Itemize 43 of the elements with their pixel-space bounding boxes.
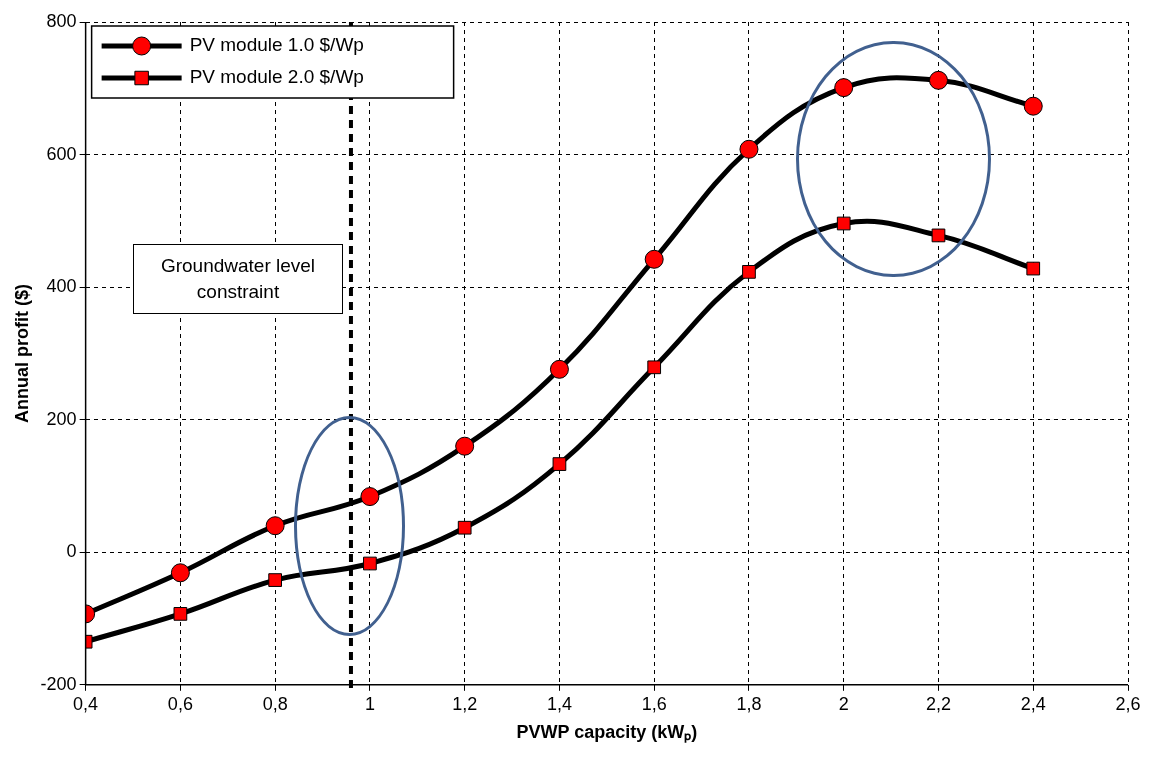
point — [268, 573, 283, 587]
point — [1026, 261, 1041, 276]
point — [549, 359, 569, 379]
point — [363, 556, 377, 571]
y-tick-label: 400 — [46, 276, 77, 297]
x-tick-label: 1,6 — [641, 693, 667, 714]
x-tick-label: 1,2 — [452, 693, 478, 714]
point — [265, 516, 285, 536]
point — [173, 607, 188, 621]
legend-label: PV module 1.0 $/Wp — [189, 34, 364, 56]
y-tick-label: 200 — [46, 408, 77, 429]
y-tick-label: 800 — [46, 10, 77, 31]
x-tick-label: 1 — [364, 693, 375, 714]
point — [931, 228, 946, 243]
x-tick-label: 0,8 — [262, 693, 288, 714]
point — [455, 436, 475, 456]
point — [170, 563, 190, 583]
note-box: Groundwater level constraint — [133, 244, 343, 314]
legend-label: PV module 2.0 $/Wp — [189, 66, 364, 88]
point — [644, 249, 664, 269]
x-tick-label: 2,4 — [1020, 693, 1046, 714]
point — [360, 487, 380, 507]
point — [552, 457, 567, 471]
y-tick-label: -200 — [40, 673, 77, 694]
point — [457, 520, 472, 535]
point — [739, 139, 759, 159]
x-tick-label: 0,6 — [167, 693, 193, 714]
point — [742, 265, 756, 279]
point — [928, 70, 948, 90]
point — [1023, 96, 1043, 116]
x-tick-label: 2,6 — [1115, 693, 1141, 714]
x-tick-label: 1,8 — [736, 693, 762, 714]
x-tick-label: 0,4 — [73, 693, 99, 714]
y-axis-title: Annual profit ($) — [11, 283, 32, 423]
y-tick-label: 600 — [46, 143, 77, 164]
x-tick-label: 2,2 — [925, 693, 951, 714]
point — [647, 360, 662, 375]
point — [834, 78, 854, 98]
x-axis-title: PVWP capacity (kWₚ) — [516, 722, 698, 744]
y-tick-label: 0 — [66, 541, 77, 562]
point — [836, 216, 851, 231]
x-tick-label: 1,4 — [546, 693, 572, 714]
x-tick-label: 2 — [838, 693, 849, 714]
